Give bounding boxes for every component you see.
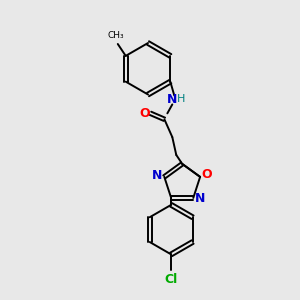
Text: H: H — [177, 94, 185, 104]
Text: Cl: Cl — [164, 273, 178, 286]
Text: CH₃: CH₃ — [107, 31, 124, 40]
Text: O: O — [202, 168, 212, 182]
Text: N: N — [167, 93, 178, 106]
Text: N: N — [195, 192, 206, 206]
Text: O: O — [139, 107, 150, 120]
Text: N: N — [152, 169, 163, 182]
